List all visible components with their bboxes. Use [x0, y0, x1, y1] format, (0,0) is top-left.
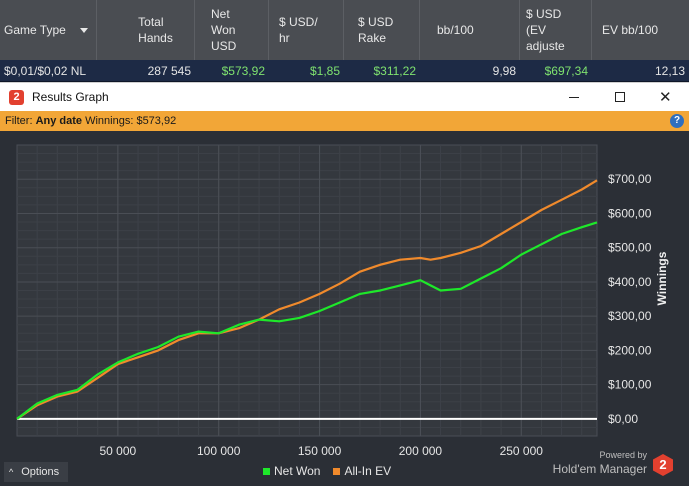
- filter-bar: Filter: Any date Winnings: $573,92 ?: [0, 111, 689, 131]
- filter-prefix: Filter:: [5, 115, 33, 127]
- legend-label: All-In EV: [344, 464, 392, 478]
- cell-usd-hr: $1,85: [309, 64, 340, 78]
- y-tick-label: $300,00: [608, 309, 652, 323]
- col-header-total-hands[interactable]: Total Hands: [97, 0, 195, 60]
- col-header-game-type[interactable]: Game Type: [0, 0, 97, 60]
- col-header-bb100[interactable]: bb/100: [420, 0, 520, 60]
- col-header-usd-hr[interactable]: $ USD/ hr: [269, 0, 344, 60]
- legend-item-all-in-ev: All-In EV: [333, 464, 391, 478]
- legend-item-net-won: Net Won: [263, 464, 320, 478]
- hm2-app-icon: 2: [9, 90, 24, 105]
- dropdown-arrow-icon[interactable]: [79, 27, 88, 33]
- y-tick-label: $500,00: [608, 241, 652, 255]
- brand-name: Hold'em Manager: [552, 462, 647, 476]
- col-header-label: bb/100: [437, 23, 474, 37]
- x-tick-label: 150 000: [298, 444, 342, 458]
- minimize-button[interactable]: [551, 83, 597, 112]
- maximize-button[interactable]: [597, 83, 643, 112]
- brand-block: Powered by Hold'em Manager 2: [553, 450, 673, 477]
- cell-net-won: $573,92: [221, 64, 265, 78]
- col-header-net-won[interactable]: Net Won USD: [195, 0, 269, 60]
- col-header-label: $ USD (EV adjuste: [526, 7, 565, 53]
- y-tick-label: $0,00: [608, 412, 638, 426]
- window-title: Results Graph: [32, 90, 109, 104]
- col-header-label: Game Type: [4, 23, 66, 37]
- y-tick-label: $400,00: [608, 275, 652, 289]
- powered-by-text: Powered by: [599, 450, 647, 460]
- chevron-up-icon: ^: [9, 467, 14, 477]
- chart-legend: Net Won All-In EV: [263, 464, 404, 478]
- legend-swatch-all-in-ev: [333, 467, 341, 475]
- series-line-all-in-ev: [16, 179, 598, 420]
- col-header-label: $ USD/ hr: [279, 15, 318, 45]
- filter-date: Any date: [35, 115, 83, 127]
- y-tick-label: $700,00: [608, 172, 652, 186]
- legend-swatch-net-won: [263, 467, 270, 475]
- hm2-logo-icon: 2: [653, 454, 673, 476]
- options-button[interactable]: ^ Options: [4, 462, 68, 482]
- cell-game-type: $0,01/$0,02 NL: [4, 64, 87, 78]
- minimize-icon: [569, 97, 579, 98]
- col-header-label: $ USD Rake: [358, 15, 394, 45]
- x-tick-label: 200 000: [399, 444, 443, 458]
- maximize-icon: [615, 92, 625, 102]
- results-chart: 50 000 100 000 150 000 200 000 250 000 $0,00 $…: [16, 144, 669, 458]
- col-header-label: EV bb/100: [602, 23, 659, 37]
- col-header-label: Total Hands: [138, 15, 173, 45]
- x-tick-label: 250 000: [500, 444, 544, 458]
- y-tick-label: $200,00: [608, 343, 652, 357]
- close-button[interactable]: ✕: [643, 83, 689, 112]
- y-tick-label: $100,00: [608, 378, 652, 392]
- y-tick-label: $600,00: [608, 206, 652, 220]
- col-header-label: Net Won USD: [211, 7, 237, 53]
- cell-ev-bb100: 12,13: [654, 64, 685, 78]
- help-icon[interactable]: ?: [670, 114, 684, 128]
- options-label: Options: [21, 466, 60, 478]
- x-tick-label: 50 000: [100, 444, 137, 458]
- close-icon: ✕: [659, 89, 672, 106]
- y-axis-label: Winnings: [655, 251, 669, 305]
- cell-total-hands: 287 545: [147, 64, 191, 78]
- series-line-net-won: [16, 221, 598, 420]
- results-graph-window: 2 Results Graph ✕ Filter: Any date Winni…: [0, 82, 689, 486]
- window-titlebar[interactable]: 2 Results Graph ✕: [0, 82, 689, 111]
- legend-label: Net Won: [274, 464, 321, 478]
- col-header-ev-bb100[interactable]: EV bb/100: [592, 0, 689, 60]
- cell-usd-rake: $311,22: [373, 64, 417, 78]
- filter-winnings: Winnings: $573,92: [85, 115, 177, 127]
- graph-bottom-bar: ^ Options Net Won All-In EV Powered by Ho…: [0, 450, 689, 486]
- stats-table-row[interactable]: $0,01/$0,02 NL 287 545 $573,92 $1,85 $31…: [0, 60, 689, 82]
- cell-usd-ev: $697,34: [544, 64, 588, 78]
- x-tick-label: 100 000: [197, 444, 241, 458]
- stats-table-header: Game Type Total Hands Net Won USD $ USD/…: [0, 0, 689, 60]
- col-header-usd-ev[interactable]: $ USD (EV adjuste: [520, 0, 592, 60]
- cell-bb100: 9,98: [492, 64, 516, 78]
- col-header-usd-rake[interactable]: $ USD Rake: [344, 0, 420, 60]
